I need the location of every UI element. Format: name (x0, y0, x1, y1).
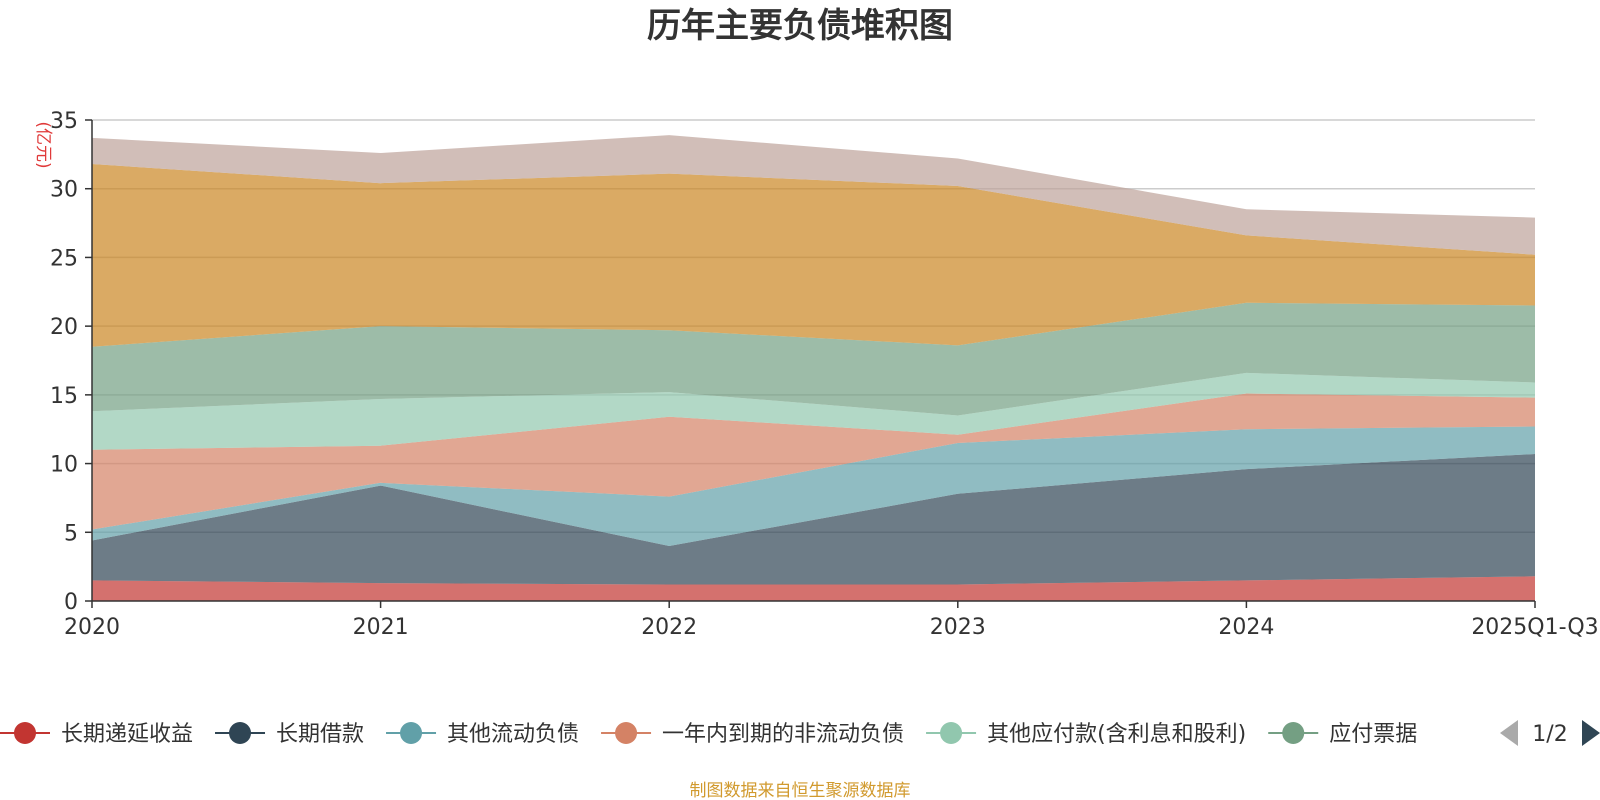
y-tick-label: 35 (50, 109, 78, 134)
legend-item[interactable]: 长期借款 (215, 722, 364, 747)
area-series-1 (92, 454, 1535, 585)
y-tick-label: 30 (50, 178, 78, 203)
legend-marker-icon (14, 722, 36, 744)
area-series-5 (92, 302, 1535, 416)
y-tick-label: 25 (50, 246, 78, 271)
legend-item[interactable]: 应付票据 (1268, 722, 1417, 747)
legend-item[interactable]: 其他应付款(含利息和股利) (926, 722, 1246, 747)
y-tick-label: 15 (50, 384, 78, 409)
area-series-6 (92, 164, 1535, 347)
legend-item[interactable]: 其他流动负债 (386, 722, 579, 747)
legend-label: 长期递延收益 (61, 722, 193, 747)
legend-prev-icon[interactable] (1500, 720, 1518, 746)
legend-next-icon[interactable] (1582, 720, 1600, 746)
y-tick-label: 5 (64, 521, 78, 546)
legend-pager: 1/2 (1500, 720, 1600, 747)
axes: 0 5 10 15 20 25 30 35 2020 2021 2022 2023 2024 2025Q1… (50, 109, 1599, 640)
legend: 长期递延收益 长期借款 其他流动负债 一年内到期的非流动负债 其他应付款(含利息和股利)… (0, 722, 1417, 747)
area-series-3 (92, 393, 1535, 530)
area-series (92, 135, 1535, 601)
legend-page-indicator: 1/2 (1532, 722, 1567, 747)
legend-label: 一年内到期的非流动负债 (662, 722, 904, 747)
chart-title: 历年主要负债堆积图 (647, 6, 953, 46)
legend-label: 其他流动负债 (447, 722, 579, 747)
x-tick-label: 2021 (353, 615, 409, 640)
area-series-2 (92, 426, 1535, 546)
legend-marker-icon (229, 722, 252, 744)
x-tick-label: 2024 (1218, 615, 1274, 640)
area-series-4 (92, 372, 1535, 450)
legend-label: 应付票据 (1329, 722, 1417, 747)
legend-label: 其他应付款(含利息和股利) (987, 722, 1246, 747)
legend-marker-icon (400, 722, 423, 744)
area-series-7 (92, 135, 1535, 255)
legend-marker-icon (940, 722, 963, 744)
x-tick-label: 2023 (930, 615, 986, 640)
y-tick-label: 0 (64, 590, 78, 615)
x-tick-label: 2020 (64, 615, 120, 640)
legend-marker-icon (1282, 722, 1305, 744)
legend-label: 长期借款 (276, 722, 364, 747)
x-tick-label: 2022 (641, 615, 697, 640)
y-tick-label: 10 (50, 453, 78, 478)
x-tick-label: 2025Q1-Q3 (1471, 615, 1598, 640)
legend-marker-icon (615, 722, 638, 744)
legend-item[interactable]: 一年内到期的非流动负债 (601, 722, 904, 747)
legend-item[interactable]: 长期递延收益 (0, 722, 193, 747)
legend-items: 长期递延收益 长期借款 其他流动负债 一年内到期的非流动负债 其他应付款(含利息和股利)… (0, 722, 1417, 747)
area-series-0 (92, 576, 1535, 601)
y-axis-unit-label: (亿元) (33, 121, 53, 168)
data-source-footer: 制图数据来自恒生聚源数据库 (690, 781, 911, 800)
y-tick-label: 20 (50, 315, 78, 340)
